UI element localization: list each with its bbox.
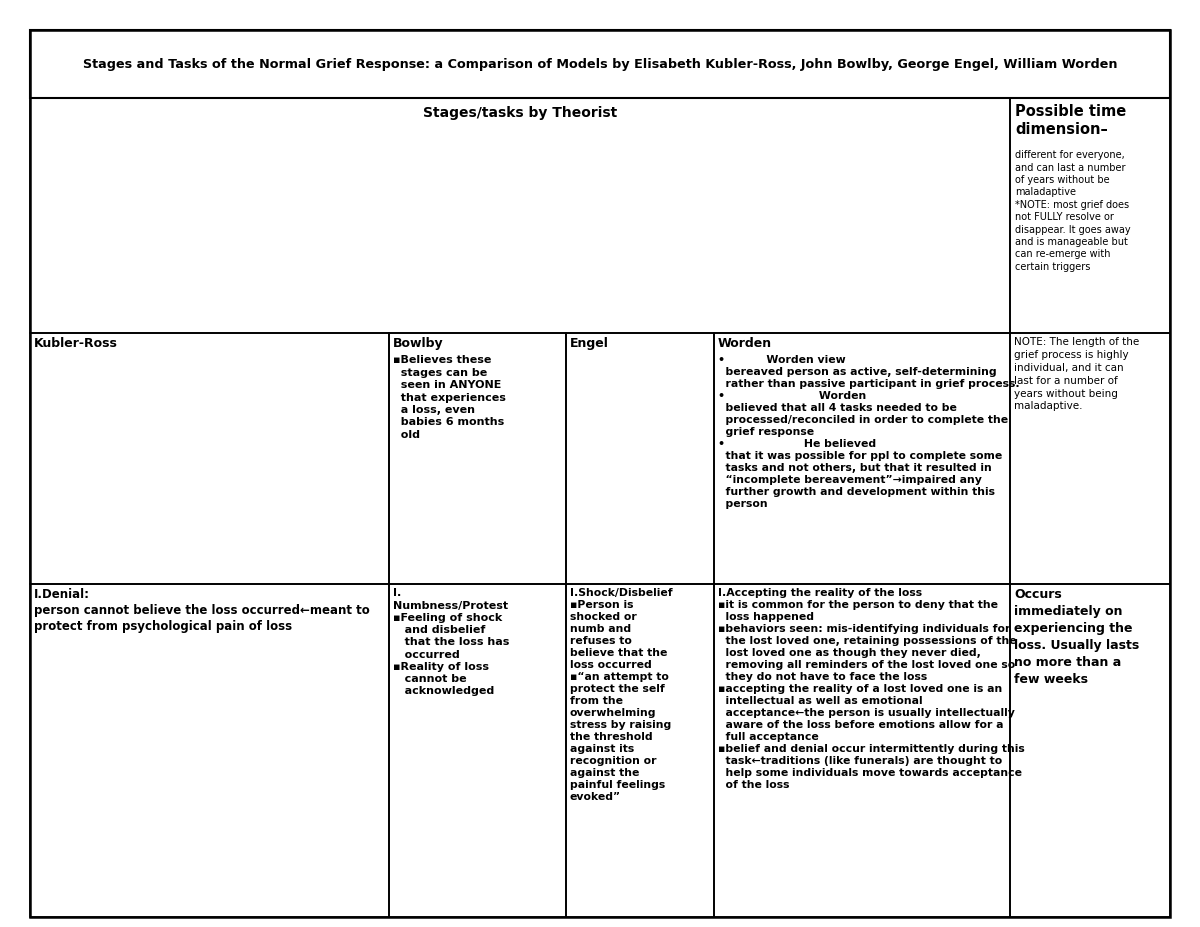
Text: Engel: Engel [570, 337, 608, 350]
Bar [389, 334, 566, 584]
Text: Stages/tasks by Theorist: Stages/tasks by Theorist [424, 107, 617, 121]
Text: Occurs
immediately on
experiencing the
loss. Usually lasts
no more than a
few we: Occurs immediately on experiencing the l… [1014, 589, 1140, 686]
Bar [30, 334, 389, 584]
Bar [1010, 334, 1170, 584]
Text: Stages and Tasks of the Normal Grief Response: a Comparison of Models by Elisabe: Stages and Tasks of the Normal Grief Res… [83, 57, 1117, 70]
Bar [30, 584, 389, 917]
Text: I.Accepting the reality of the loss
▪it is common for the person to deny that th: I.Accepting the reality of the loss ▪it … [718, 589, 1025, 791]
Bar [714, 334, 1010, 584]
Bar [30, 98, 1010, 334]
Bar [566, 584, 714, 917]
Bar [30, 30, 1170, 98]
Bar [566, 334, 714, 584]
Bar [389, 584, 566, 917]
Text: I.
Numbness/Protest
▪Feeling of shock
   and disbelief
   that the loss has
   o: I. Numbness/Protest ▪Feeling of shock an… [394, 589, 510, 696]
Text: Worden: Worden [718, 337, 772, 350]
Text: I.Denial:
person cannot believe the loss occurred←meant to
protect from psycholo: I.Denial: person cannot believe the loss… [34, 589, 370, 633]
Text: Possible time
dimension–: Possible time dimension– [1015, 105, 1127, 136]
Text: I.Shock/Disbelief
▪Person is
shocked or
numb and
refuses to
believe that the
los: I.Shock/Disbelief ▪Person is shocked or … [570, 589, 672, 803]
Text: NOTE: The length of the
grief process is highly
individual, and it can
last for : NOTE: The length of the grief process is… [1014, 337, 1140, 412]
Text: Bowlby: Bowlby [394, 337, 444, 350]
Bar [1010, 98, 1170, 334]
Text: different for everyone,
and can last a number
of years without be
maladaptive
*N: different for everyone, and can last a n… [1015, 150, 1132, 272]
Text: •           Worden view
  bereaved person as active, self-determining
  rather t: • Worden view bereaved person as active,… [718, 355, 1020, 509]
Text: ▪Believes these
  stages can be
  seen in ANYONE
  that experiences
  a loss, ev: ▪Believes these stages can be seen in AN… [394, 355, 506, 439]
Bar [714, 584, 1010, 917]
Text: Kubler-Ross: Kubler-Ross [34, 337, 118, 350]
Bar [1010, 584, 1170, 917]
